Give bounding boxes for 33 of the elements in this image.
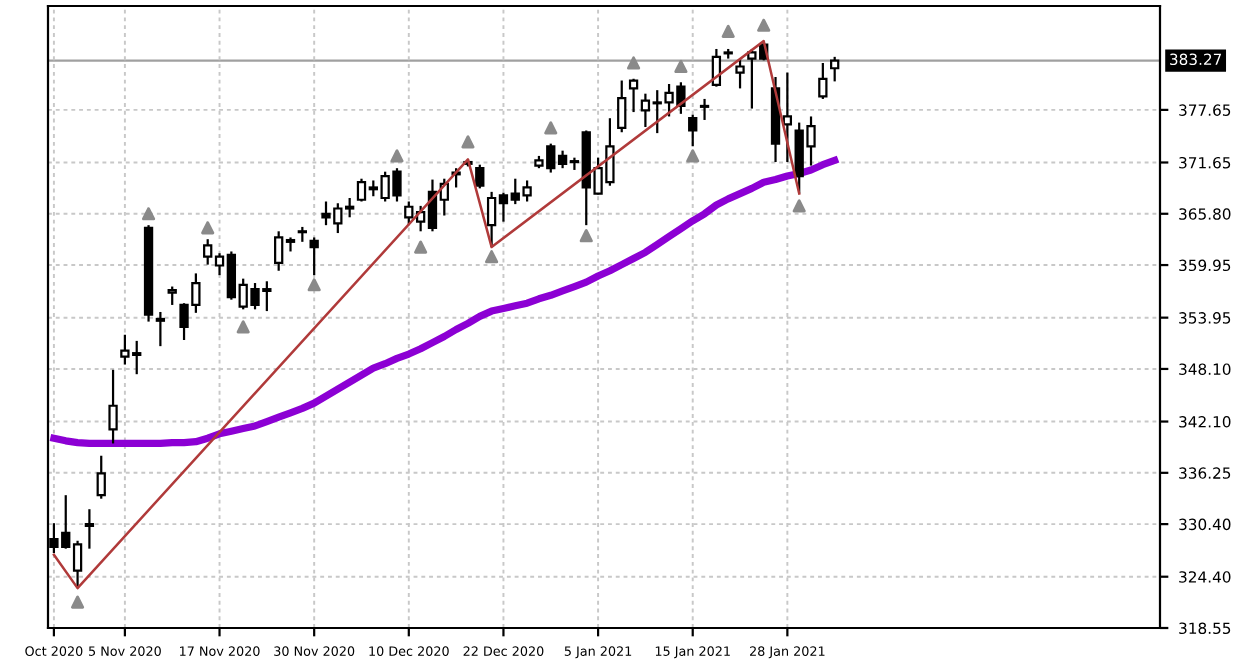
- line-series: [50, 156, 839, 448]
- candlestick: [688, 113, 698, 148]
- candlestick: [167, 285, 177, 307]
- candlestick: [628, 77, 639, 114]
- point: [141, 207, 156, 221]
- point: [485, 250, 499, 264]
- point: [757, 18, 771, 32]
- point: [792, 199, 806, 213]
- candlestick: [830, 55, 840, 83]
- candlestick: [96, 454, 106, 500]
- point: [70, 595, 85, 609]
- candlestick: [617, 79, 627, 134]
- candlestick: [735, 57, 745, 90]
- candlestick: [475, 163, 485, 190]
- point: [721, 24, 735, 39]
- candlestick: [155, 310, 166, 348]
- point: [307, 278, 321, 292]
- point: [674, 59, 688, 74]
- point: [236, 320, 250, 334]
- point: [414, 240, 428, 254]
- candlestick: [818, 61, 828, 101]
- point: [544, 121, 558, 135]
- line-series: [52, 39, 801, 590]
- point: [201, 221, 215, 235]
- point: [686, 149, 700, 163]
- candlestick: [309, 236, 319, 277]
- point: [626, 56, 641, 70]
- point: [390, 149, 404, 163]
- candlestick: [108, 368, 118, 445]
- point: [579, 229, 593, 243]
- point: [461, 135, 475, 149]
- candlestick: [84, 508, 95, 550]
- candlestick: [699, 97, 710, 122]
